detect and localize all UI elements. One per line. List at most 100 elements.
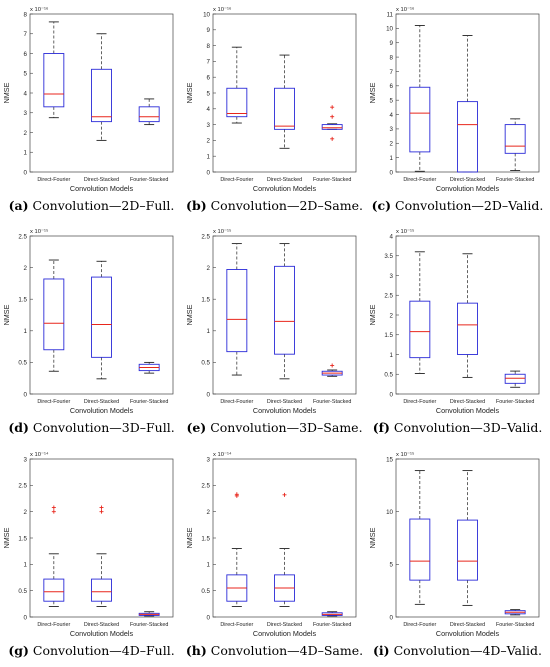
iqr-box	[226, 269, 248, 353]
panel-tag: (d)	[8, 420, 29, 435]
box-group	[321, 363, 343, 377]
y-tick-label: 1	[24, 328, 28, 335]
chart-panel: 0 5 10 15 x 10⁻¹⁵ NMSE Direct-Fourier Direct-St…	[366, 445, 549, 667]
axis-exponent: x 10⁻¹⁵	[30, 228, 49, 235]
panel-tag: (g)	[8, 643, 29, 658]
x-tick-label: Fourier-Stacked	[130, 622, 168, 628]
x-tick-label: Direct-Fourier	[403, 399, 436, 405]
y-tick-label: 1	[207, 328, 211, 335]
box-group	[409, 470, 431, 605]
axis-exponent: x 10⁻¹⁵	[396, 451, 415, 458]
y-axis-label: NMSE	[368, 304, 377, 325]
box-group	[138, 611, 160, 617]
panel-caption: (i) Convolution—4D–Valid.	[366, 643, 549, 658]
x-tick-label: Direct-Stacked	[84, 399, 119, 405]
y-tick-label: 7	[390, 69, 394, 76]
panel-caption: (g) Convolution—4D–Full.	[0, 643, 183, 658]
panel-tag: (h)	[185, 643, 207, 658]
box-group	[321, 105, 343, 141]
x-axis-label: Convolution Models	[253, 406, 317, 415]
y-tick-label: 0.5	[201, 588, 210, 595]
box-group	[226, 46, 248, 124]
y-tick-label: 6	[24, 51, 28, 58]
y-tick-label: 1.5	[384, 332, 393, 339]
y-tick-label: 8	[24, 11, 28, 18]
iqr-box	[274, 265, 295, 355]
y-tick-label: 0	[24, 614, 28, 621]
boxplot-svg: 0 1 2 3 4 5 6 7 8 9 10x 10⁻¹⁶ NMSE Direct-Fourier Dir…	[185, 6, 357, 193]
y-tick-label: 8	[390, 54, 394, 61]
x-axis-label: Convolution Models	[436, 629, 500, 638]
panel-caption-text: Convolution—3D–Same.	[206, 420, 363, 435]
y-tick-label: 0.5	[18, 588, 27, 595]
y-tick-label: 2	[24, 265, 28, 272]
iqr-box	[457, 101, 478, 173]
y-tick-label: 11	[387, 11, 394, 18]
outlier-marker	[282, 492, 287, 497]
panel-caption: (e) Convolution—3D–Same.	[183, 420, 366, 435]
x-tick-label: Fourier-Stacked	[313, 399, 351, 405]
panel-tag: (b)	[186, 198, 207, 213]
panel-tag: (i)	[373, 643, 390, 658]
x-axis-label: Convolution Models	[436, 406, 500, 415]
y-tick-label: 10	[386, 26, 393, 33]
panel-tag: (f)	[372, 420, 390, 435]
panel-tag: (e)	[186, 420, 207, 435]
x-tick-label: Direct-Stacked	[84, 177, 119, 183]
box-group	[43, 505, 65, 607]
panel-caption-text: Convolution—4D–Full.	[28, 643, 175, 658]
y-tick-label: 0	[207, 169, 211, 176]
plot-frame	[29, 458, 174, 618]
boxplot-svg: 0 0.5 1 1.5 2 2.5x 10⁻¹⁵ NMSE Direct-Fourier Dir…	[2, 228, 174, 415]
chart-panel: 0 0.5 1 1.5 2 2.5 x 10⁻¹⁵ NMSE Direct-Fourier Dir…	[183, 222, 366, 444]
y-tick-label: 2	[207, 138, 211, 145]
box-group	[274, 492, 295, 607]
y-tick-label: 4	[24, 90, 28, 97]
y-tick-label: 0.5	[201, 360, 210, 367]
y-tick-label: 7	[24, 31, 28, 38]
y-tick-label: 1	[390, 352, 394, 359]
panel-caption: (a) Convolution—2D–Full.	[0, 198, 183, 213]
x-axis-label: Convolution Models	[70, 406, 134, 415]
panel-caption-text: Convolution—4D–Same.	[206, 643, 364, 658]
y-tick-label: 1	[207, 562, 211, 569]
y-tick-label: 1	[390, 155, 394, 162]
y-tick-label: 3.5	[384, 253, 393, 260]
y-tick-label: 3	[207, 122, 211, 129]
y-axis-label: NMSE	[185, 527, 194, 548]
x-tick-label: Direct-Stacked	[450, 399, 485, 405]
x-axis-label: Convolution Models	[70, 629, 134, 638]
y-tick-label: 2	[390, 141, 394, 148]
boxplot-svg: 0 0.5 1 1.5 2 2.5 3x 10⁻¹⁴ NMSE Direct-Fourier Di…	[185, 451, 357, 638]
panel-caption-text: Convolution—2D–Full.	[28, 198, 175, 213]
panel-caption-text: Convolution—4D–Valid.	[389, 643, 542, 658]
x-tick-label: Direct-Fourier	[220, 177, 253, 183]
x-tick-label: Direct-Stacked	[84, 622, 119, 628]
y-tick-label: 3	[390, 273, 394, 280]
iqr-box	[91, 276, 112, 358]
axis-exponent: x 10⁻¹⁴	[30, 451, 49, 458]
iqr-box	[409, 300, 431, 359]
outlier-marker	[330, 363, 335, 368]
x-tick-label: Fourier-Stacked	[130, 399, 168, 405]
iqr-box	[274, 87, 295, 130]
y-tick-label: 4	[390, 112, 394, 119]
x-tick-label: Direct-Fourier	[403, 177, 436, 183]
outlier-marker	[99, 509, 104, 514]
panel-caption: (h) Convolution—4D–Same.	[183, 643, 366, 658]
y-tick-label: 15	[386, 456, 393, 463]
outlier-marker	[330, 136, 335, 141]
y-tick-label: 6	[207, 75, 211, 82]
y-tick-label: 9	[390, 40, 394, 47]
y-tick-label: 5	[207, 90, 211, 97]
y-tick-label: 2	[24, 509, 28, 516]
y-tick-label: 2.5	[201, 483, 210, 490]
y-tick-label: 9	[207, 27, 211, 34]
boxplot-svg: 0 0.5 1 1.5 2 2.5x 10⁻¹⁵ NMSE Direct-Fourier Dir…	[185, 228, 357, 415]
box-group	[409, 251, 431, 374]
box-group	[226, 243, 248, 376]
x-tick-label: Direct-Fourier	[220, 622, 253, 628]
chart-panel: 0 0.5 1 1.5 2 2.5 3 3.5 4 x 10⁻¹⁵ NMSE Direct-Fouri…	[366, 222, 549, 444]
x-tick-label: Direct-Stacked	[450, 177, 485, 183]
